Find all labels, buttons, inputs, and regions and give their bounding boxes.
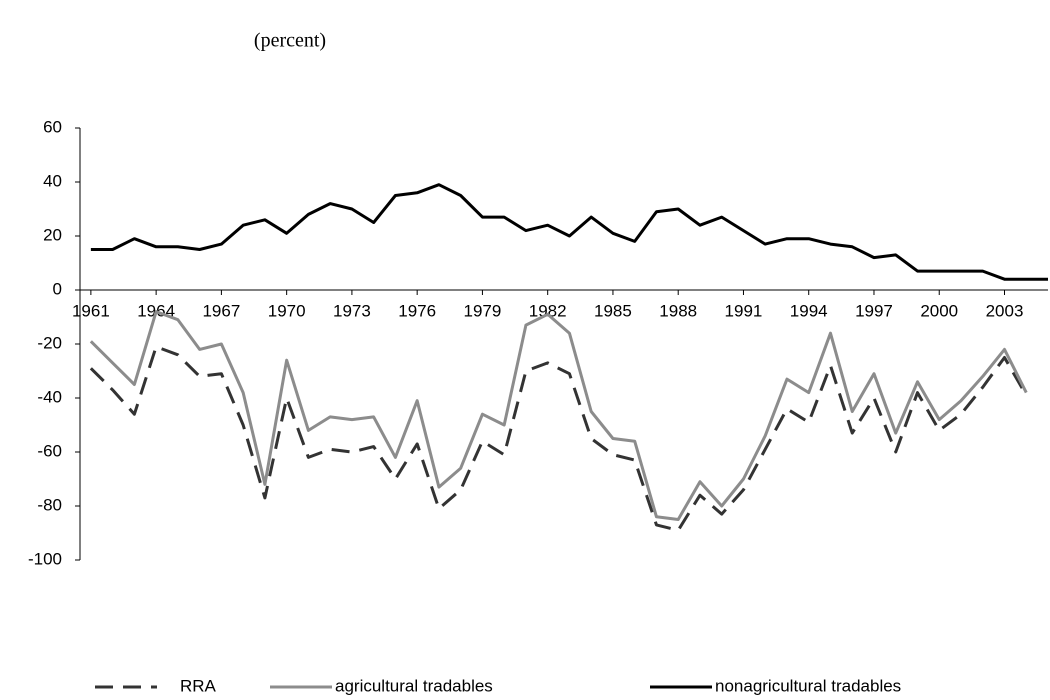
x-tick-label: 1979 bbox=[464, 301, 502, 320]
x-tick-label: 1973 bbox=[333, 301, 371, 320]
y-tick-label: -80 bbox=[37, 495, 62, 514]
x-tick-label: 1994 bbox=[790, 301, 828, 320]
x-tick-label: 2000 bbox=[920, 301, 958, 320]
x-tick-label: 1961 bbox=[72, 301, 110, 320]
y-tick-label: 0 bbox=[53, 279, 62, 298]
x-tick-label: 1967 bbox=[202, 301, 240, 320]
x-tick-label: 1991 bbox=[725, 301, 763, 320]
series-line bbox=[89, 345, 1028, 532]
y-tick-label: -100 bbox=[28, 549, 62, 568]
x-tick-label: 1970 bbox=[268, 301, 306, 320]
legend-label: agricultural tradables bbox=[335, 676, 493, 695]
series-line bbox=[89, 310, 1028, 521]
x-tick-label: 2003 bbox=[986, 301, 1024, 320]
y-tick-label: -40 bbox=[37, 387, 62, 406]
y-tick-label: 20 bbox=[43, 225, 62, 244]
series-line bbox=[90, 183, 1048, 281]
x-tick-label: 1997 bbox=[855, 301, 893, 320]
y-tick-label: 60 bbox=[43, 117, 62, 136]
y-tick-label: -20 bbox=[37, 333, 62, 352]
y-tick-label: -60 bbox=[37, 441, 62, 460]
y-tick-label: 40 bbox=[43, 171, 62, 190]
legend-label: RRA bbox=[180, 676, 217, 695]
x-tick-label: 1976 bbox=[398, 301, 436, 320]
x-tick-label: 1988 bbox=[659, 301, 697, 320]
x-tick-label: 1982 bbox=[529, 301, 567, 320]
x-tick-label: 1985 bbox=[594, 301, 632, 320]
chart-title: (percent) bbox=[254, 30, 326, 52]
legend-label: nonagricultural tradables bbox=[715, 676, 901, 695]
